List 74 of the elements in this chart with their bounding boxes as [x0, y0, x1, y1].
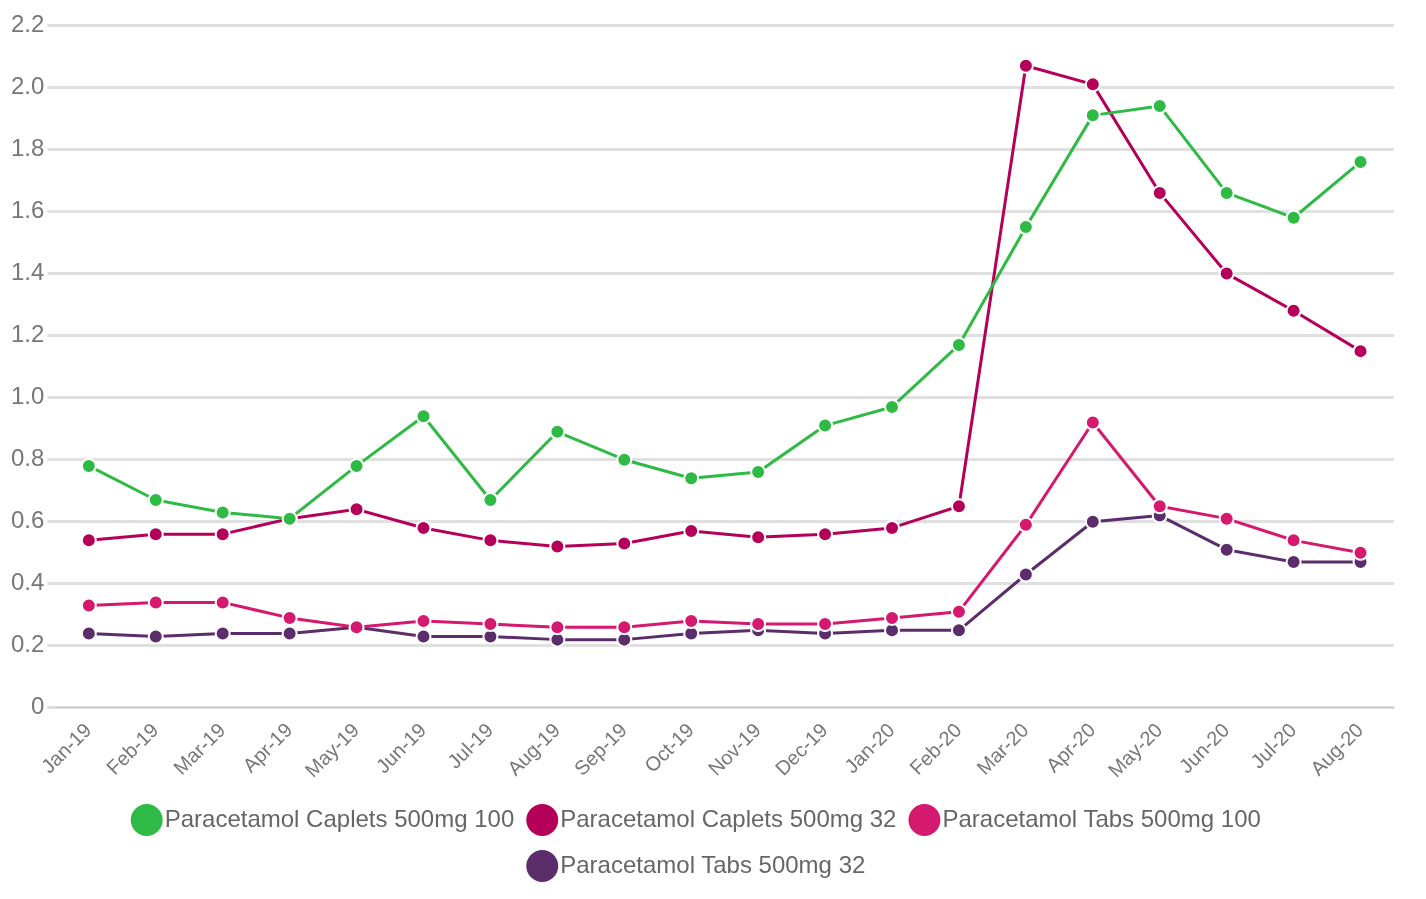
point — [415, 628, 432, 645]
point — [884, 519, 901, 536]
point — [817, 526, 834, 543]
y-tick-label: 1.4 — [10, 258, 45, 286]
y-tick-label: 0.2 — [10, 630, 45, 658]
legend-label: Paracetamol Tabs 500mg 100 — [942, 804, 1261, 832]
point — [817, 417, 834, 434]
point — [750, 529, 767, 546]
point — [214, 526, 231, 543]
point — [1151, 184, 1168, 201]
point — [214, 504, 231, 521]
point — [348, 457, 365, 474]
point — [80, 532, 97, 549]
point — [1218, 510, 1235, 527]
point — [415, 519, 432, 536]
point — [80, 457, 97, 474]
point — [950, 603, 967, 620]
y-tick-label: 0.8 — [10, 444, 45, 472]
y-tick-label: 1.0 — [10, 382, 45, 410]
point — [80, 597, 97, 614]
point — [1218, 541, 1235, 558]
y-tick-label: 2.0 — [10, 72, 45, 100]
point — [1352, 544, 1369, 561]
point — [1017, 566, 1034, 583]
point — [750, 616, 767, 633]
y-tick-label: 0.6 — [10, 506, 45, 534]
point — [616, 451, 633, 468]
point — [950, 622, 967, 639]
point — [616, 535, 633, 552]
y-tick-label: 2.2 — [10, 10, 45, 38]
point — [482, 532, 499, 549]
point — [147, 594, 164, 611]
point — [817, 616, 834, 633]
point — [1084, 107, 1101, 124]
point — [549, 619, 566, 636]
y-tick-label: 1.2 — [10, 320, 45, 348]
point — [348, 501, 365, 518]
point — [1084, 513, 1101, 530]
point — [1218, 265, 1235, 282]
point — [214, 625, 231, 642]
point — [683, 613, 700, 630]
point — [147, 628, 164, 645]
point — [549, 423, 566, 440]
y-tick-label: 0.4 — [10, 568, 45, 596]
legend-label: Paracetamol Caplets 500mg 32 — [560, 804, 897, 832]
point — [147, 526, 164, 543]
point — [214, 594, 231, 611]
point — [1017, 57, 1034, 74]
point — [80, 625, 97, 642]
point — [1084, 414, 1101, 431]
point — [1352, 343, 1369, 360]
point — [482, 616, 499, 633]
point — [549, 538, 566, 555]
y-tick-label: 0 — [31, 692, 45, 720]
point — [1285, 209, 1302, 226]
point — [1017, 516, 1034, 533]
point — [1017, 219, 1034, 236]
point — [950, 336, 967, 353]
point — [1285, 532, 1302, 549]
legend-label: Paracetamol Tabs 500mg 32 — [560, 850, 866, 878]
point — [950, 498, 967, 515]
y-tick-label: 1.8 — [10, 134, 45, 162]
y-tick-label: 1.6 — [10, 196, 45, 224]
point — [683, 470, 700, 487]
point — [415, 408, 432, 425]
legend-label: Paracetamol Caplets 500mg 100 — [164, 804, 515, 832]
point — [1218, 184, 1235, 201]
point — [616, 619, 633, 636]
point — [1151, 98, 1168, 115]
point — [884, 398, 901, 415]
point — [1084, 76, 1101, 93]
point — [281, 625, 298, 642]
point — [1285, 302, 1302, 319]
point — [1151, 498, 1168, 515]
